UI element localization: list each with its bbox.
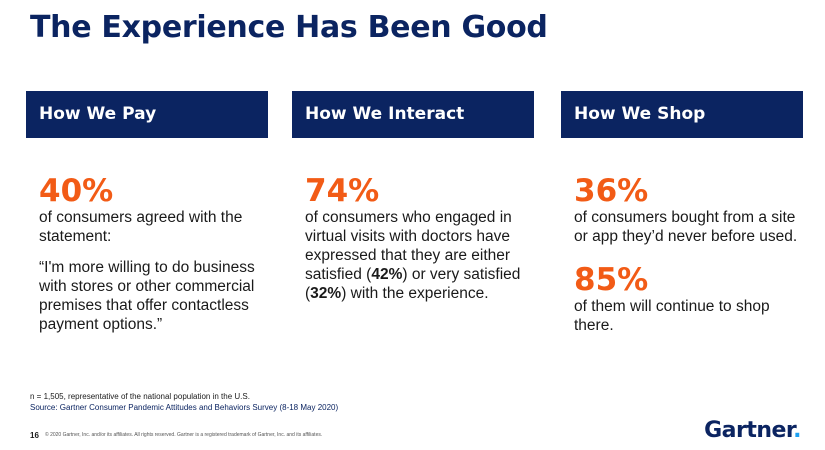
column-how-we-interact: How We Interact 74% of consumers who eng…: [292, 91, 534, 303]
column-header: How We Shop: [561, 91, 803, 138]
logo-dot: .: [793, 418, 801, 443]
very-satisfied-percent: 32%: [310, 285, 342, 302]
stat-value: 36%: [574, 173, 649, 209]
copyright-text: © 2020 Gartner, Inc. and/or its affiliat…: [45, 432, 323, 438]
quote-text: “I'm more willing to do business with st…: [39, 259, 255, 333]
stat-description: of consumers agreed with the statement:: [39, 209, 243, 245]
stat-value-secondary: 85%: [574, 262, 649, 298]
source-note: Source: Gartner Consumer Pandemic Attitu…: [30, 403, 339, 412]
satisfied-percent: 42%: [371, 266, 403, 283]
page-number: 16: [30, 431, 39, 440]
column-header: How We Interact: [292, 91, 534, 138]
column-how-we-pay: How We Pay 40% of consumers agreed with …: [26, 91, 268, 334]
column-how-we-shop: How We Shop 36% of consumers bought from…: [561, 91, 803, 335]
sample-note: n = 1,505, representative of the nationa…: [30, 392, 250, 401]
logo-text: Gartner: [704, 418, 794, 443]
stat-value: 40%: [39, 173, 114, 209]
stat-description: of consumers who engaged in virtual visi…: [292, 208, 534, 303]
desc-part: of consumers who engaged in virtual visi…: [305, 209, 512, 283]
stat-value: 74%: [305, 173, 380, 209]
gartner-logo: Gartner.: [704, 418, 801, 443]
desc-part: ) with the experience.: [341, 285, 489, 302]
stat-description: of consumers bought from a site or app t…: [574, 209, 798, 245]
column-header: How We Pay: [26, 91, 268, 138]
stat-description-secondary: of them will continue to shop there.: [574, 298, 770, 334]
desc-part: ) or very satisfied (: [305, 266, 521, 302]
slide-title: The Experience Has Been Good: [30, 10, 548, 45]
footnote: n = 1,505, representative of the nationa…: [30, 391, 338, 413]
